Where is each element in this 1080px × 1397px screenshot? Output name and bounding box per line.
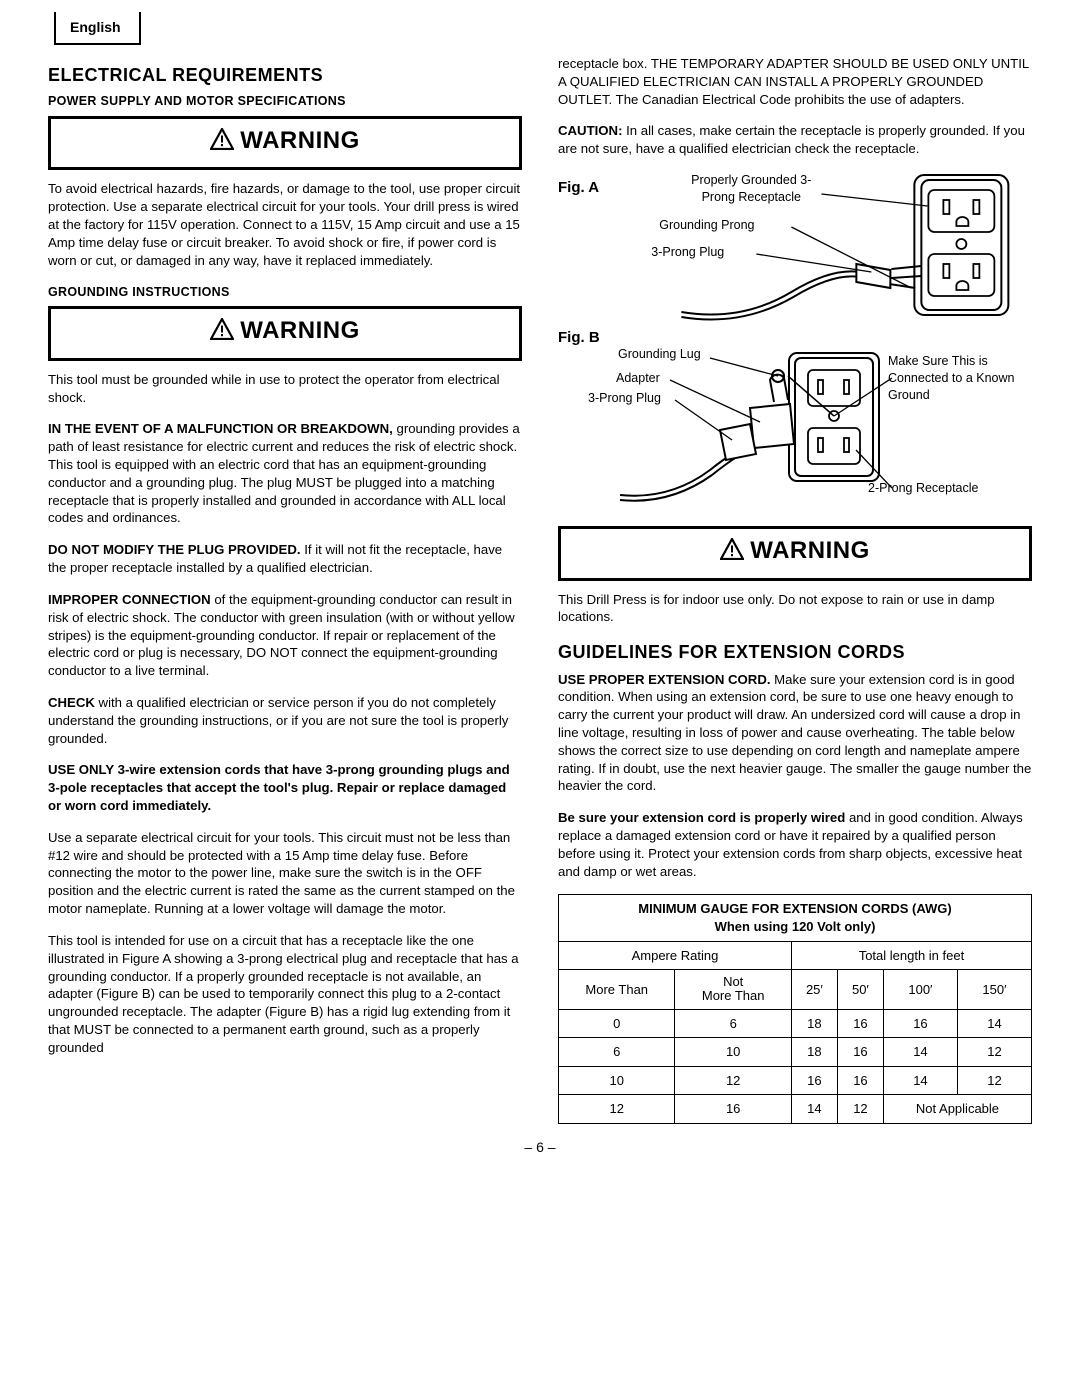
cell-more-than: More Than [559, 970, 675, 1010]
heading-power-supply: POWER SUPPLY AND MOTOR SPECIFICATIONS [48, 93, 522, 110]
callout-grounded-receptacle: Properly Grounded 3-Prong Receptacle [681, 172, 821, 206]
cell-not-more-than: NotMore Than [675, 970, 791, 1010]
warning-box-1: WARNING [48, 116, 522, 170]
cell-amp-rating: Ampere Rating [559, 941, 792, 970]
text: Make sure your extension cord is in good… [558, 672, 1031, 794]
callout-grounding-lug: Grounding Lug [618, 346, 701, 363]
cell-total-length: Total length in feet [791, 941, 1031, 970]
para-caution: CAUTION: In all cases, make certain the … [558, 122, 1032, 158]
callout-known-ground: Make Sure This is Connected to a Known G… [888, 353, 1018, 404]
heading-malfunction: IN THE EVENT OF A MALFUNCTION OR BREAKDO… [48, 421, 393, 436]
heading-extension-cords: GUIDELINES FOR EXTENSION CORDS [558, 640, 1032, 664]
para-check: CHECK with a qualified electrician or se… [48, 694, 522, 747]
text: In all cases, make certain the receptacl… [558, 123, 1025, 156]
callout-2prong-receptacle: 2-Prong Receptacle [868, 480, 978, 497]
warning-box-3: WARNING [558, 526, 1032, 580]
cell-len-150: 150′ [957, 970, 1031, 1010]
text: grounding provides a path of least resis… [48, 421, 520, 525]
para-grounded: This tool must be grounded while in use … [48, 371, 522, 407]
para-wired: Be sure your extension cord is properly … [558, 809, 1032, 880]
cell-len-25: 25′ [791, 970, 837, 1010]
cell-len-50: 50′ [837, 970, 883, 1010]
label: IMPROPER CONNECTION [48, 592, 211, 607]
callout-3prong-plug: 3-Prong Plug [651, 244, 724, 261]
cell-len-100: 100′ [883, 970, 957, 1010]
heading-electrical-requirements: ELECTRICAL REQUIREMENTS [48, 63, 522, 87]
label: USE PROPER EXTENSION CORD. [558, 672, 771, 687]
callout-adapter: Adapter [616, 370, 660, 387]
warning-triangle-icon [210, 127, 234, 159]
warning-triangle-icon [720, 537, 744, 569]
callout-grounding-prong: Grounding Prong [659, 217, 754, 234]
warning-text: WARNING [750, 537, 870, 564]
figure-a-label: Fig. A [558, 178, 611, 198]
para-3wire: USE ONLY 3-wire extension cords that hav… [48, 761, 522, 814]
para-indoor-only: This Drill Press is for indoor use only.… [558, 591, 1032, 627]
two-column-layout: ELECTRICAL REQUIREMENTS POWER SUPPLY AND… [48, 55, 1032, 1124]
warning-text: WARNING [240, 127, 360, 154]
page-number: – 6 – [48, 1138, 1032, 1157]
table-title-2: When using 120 Volt only [715, 919, 872, 934]
language-tab: English [54, 12, 141, 45]
left-column: ELECTRICAL REQUIREMENTS POWER SUPPLY AND… [48, 55, 522, 1124]
table-header-row: MINIMUM GAUGE FOR EXTENSION CORDS (AWG) … [559, 895, 1032, 941]
para-adapter-continued: receptacle box. THE TEMPORARY ADAPTER SH… [558, 55, 1032, 108]
figure-b: Grounding Lug Adapter 3-Prong Plug Make … [558, 350, 1032, 510]
text: with a qualified electrician or service … [48, 695, 508, 746]
table-row: 6 10 18 16 14 12 [559, 1038, 1032, 1067]
figure-a: Properly Grounded 3-Prong Receptacle Gro… [611, 172, 1032, 322]
table-title-1: MINIMUM GAUGE FOR EXTENSION CORDS (AWG) [638, 901, 951, 916]
label: CAUTION: [558, 123, 622, 138]
table-row: 10 12 16 16 14 12 [559, 1066, 1032, 1095]
para-separate-circuit: Use a separate electrical circuit for yo… [48, 829, 522, 918]
para-improper-connection: IMPROPER CONNECTION of the equipment-gro… [48, 591, 522, 680]
right-column: receptacle box. THE TEMPORARY ADAPTER SH… [558, 55, 1032, 1124]
warning-text: WARNING [240, 317, 360, 344]
extension-cord-table: MINIMUM GAUGE FOR EXTENSION CORDS (AWG) … [558, 894, 1032, 1123]
warning-box-2: WARNING [48, 306, 522, 360]
label: Be sure your extension cord is properly … [558, 810, 845, 825]
para-malfunction: IN THE EVENT OF A MALFUNCTION OR BREAKDO… [48, 420, 522, 527]
figure-b-label: Fig. B [558, 328, 1032, 348]
para-receptacle: This tool is intended for use on a circu… [48, 932, 522, 1057]
table-row: 0 6 18 16 16 14 [559, 1009, 1032, 1038]
callout-3prong-plug-b: 3-Prong Plug [588, 390, 661, 407]
heading-grounding: GROUNDING INSTRUCTIONS [48, 284, 522, 301]
para-circuit-protection: To avoid electrical hazards, fire hazard… [48, 180, 522, 269]
para-proper-cord: USE PROPER EXTENSION CORD. Make sure you… [558, 671, 1032, 796]
warning-triangle-icon [210, 317, 234, 349]
table-row: 12 16 14 12 Not Applicable [559, 1095, 1032, 1124]
label: DO NOT MODIFY THE PLUG PROVIDED. [48, 542, 301, 557]
para-modify-plug: DO NOT MODIFY THE PLUG PROVIDED. If it w… [48, 541, 522, 577]
label: CHECK [48, 695, 95, 710]
